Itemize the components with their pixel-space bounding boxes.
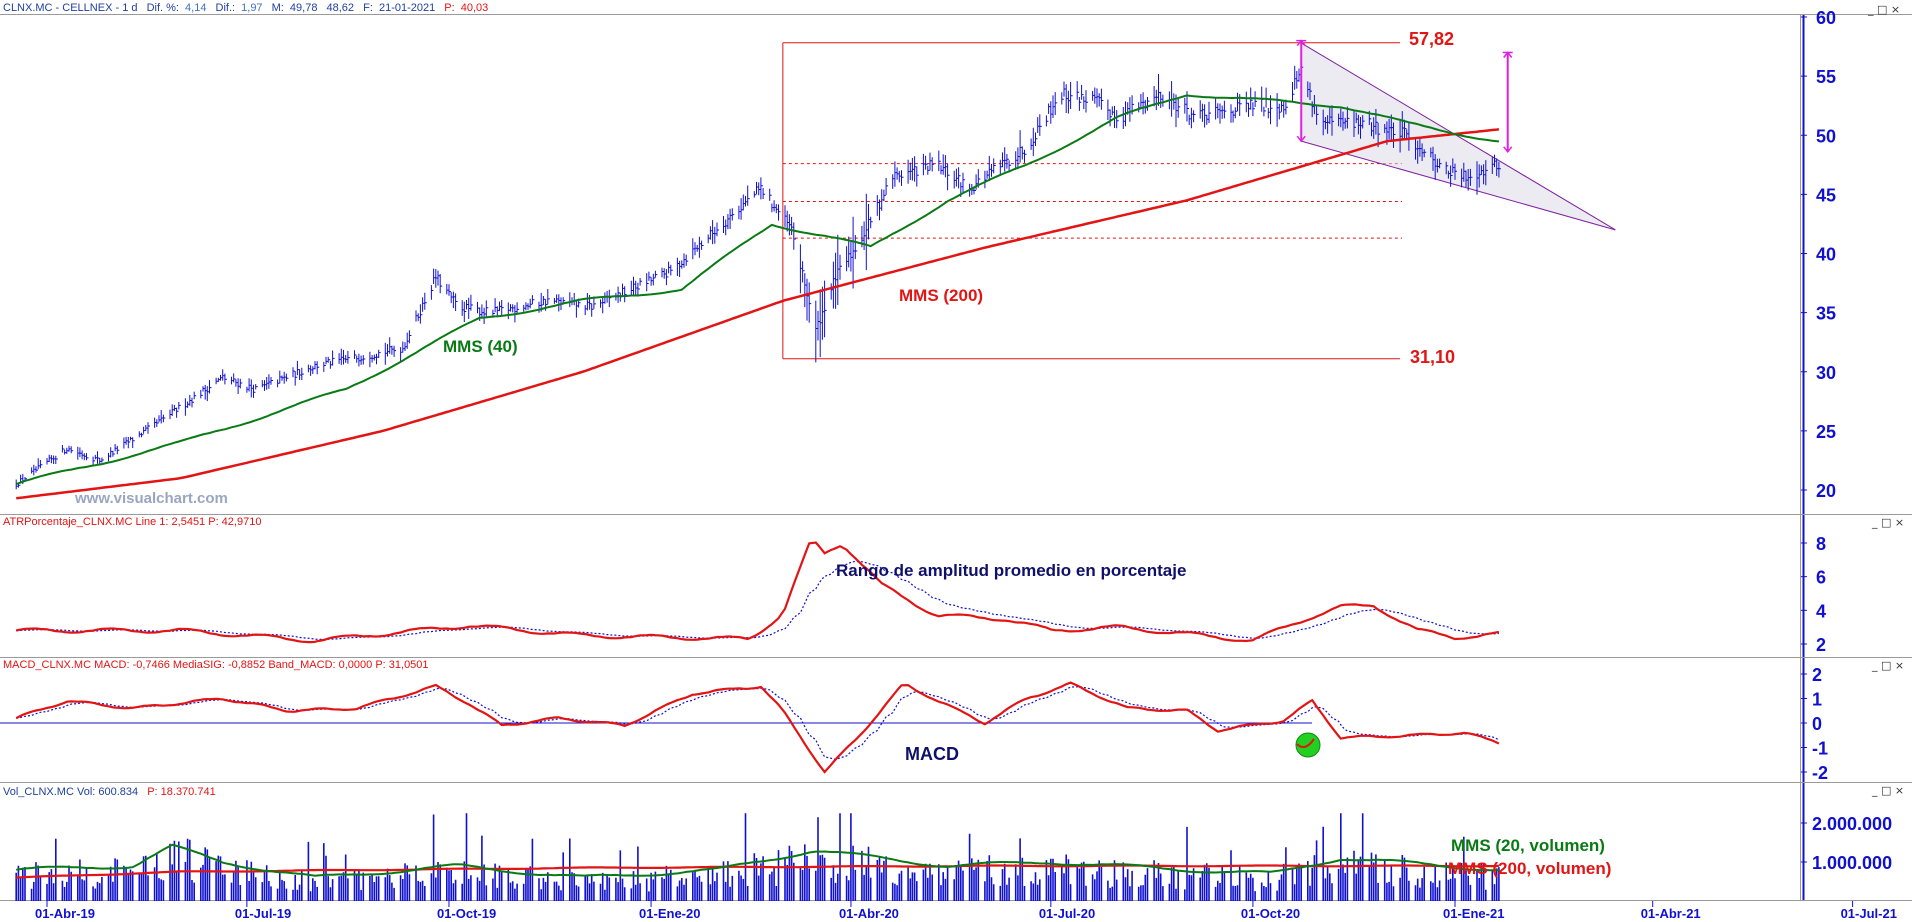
window-buttons-vol[interactable]: _ □ × xyxy=(1871,784,1904,797)
x-tick-label: 01-Jul-19 xyxy=(235,906,291,921)
mms40-line xyxy=(15,94,1499,486)
vol-header-p: P: 18.370.741 xyxy=(147,786,216,798)
header-dif: 1,97 xyxy=(241,2,262,14)
price-y-tick-label: 40 xyxy=(1816,245,1836,265)
wedge-upper-line xyxy=(1300,42,1616,231)
x-tick-label: 01-Abr-19 xyxy=(35,906,95,921)
volume-y-tick-label: 1.000.000 xyxy=(1812,853,1892,873)
header-m: 49,78 xyxy=(290,2,318,14)
mms200-label: MMS (200) xyxy=(899,286,983,305)
x-tick-label: 01-Abr-21 xyxy=(1641,906,1701,921)
vol-header: Vol_CLNX.MC Vol: 600.834 P: 18.370.741 xyxy=(3,786,216,798)
atr-signal-line xyxy=(16,560,1499,640)
volume-bars xyxy=(15,813,1500,901)
header-tf: 1 d xyxy=(122,2,137,14)
price-y-tick-label: 35 xyxy=(1816,304,1836,324)
header-dif-label: Dif.: xyxy=(216,2,236,14)
x-tick-label: 01-Oct-20 xyxy=(1241,906,1300,921)
macd-y-tick-label: 0 xyxy=(1812,714,1822,734)
price-y-tick-label: 25 xyxy=(1816,422,1836,442)
price-y-tick-label: 30 xyxy=(1816,363,1836,383)
volume-mms20-line xyxy=(16,843,1499,877)
mms40-label: MMS (40) xyxy=(443,337,518,356)
wedge-lower-line xyxy=(1301,140,1616,231)
header-date: 21-01-2021 xyxy=(379,2,435,14)
volume-y-tick-label: 2.000.000 xyxy=(1812,814,1892,834)
price-y-tick-label: 45 xyxy=(1816,185,1836,205)
x-tick-label: 01-Ene-20 xyxy=(639,906,700,921)
vol-mms200-label: MMS (200, volumen) xyxy=(1448,859,1611,878)
macd-highlight-curve xyxy=(1296,738,1315,749)
price-moving-averages xyxy=(15,39,1513,500)
header-symbol: CLNX.MC - CELLNEX - xyxy=(3,2,122,14)
x-tick-label: 01-Jul-21 xyxy=(1841,906,1897,921)
header-p: 40,03 xyxy=(461,2,489,14)
header-date-label: F: xyxy=(363,2,373,14)
header-bar xyxy=(0,0,1912,14)
atr-panel: 2 4 6 8 xyxy=(15,515,1826,657)
vol-header-name: Vol_CLNX.MC Vol: 600.834 xyxy=(3,786,138,798)
level-high-label: 57,82 xyxy=(1409,29,1454,49)
price-overlay xyxy=(782,42,1616,360)
window-buttons-price[interactable]: _ □ × xyxy=(1867,3,1900,16)
x-tick-label: 01-Ene-21 xyxy=(1443,906,1504,921)
macd-header: MACD_CLNX.MC MACD: -0,7466 MediaSIG: -0,… xyxy=(3,659,429,671)
x-tick-label: 01-Oct-19 xyxy=(437,906,496,921)
window-buttons-atr[interactable]: _ □ × xyxy=(1871,516,1904,529)
macd-line xyxy=(15,681,1500,774)
price-y-tick-label: 50 xyxy=(1816,126,1836,146)
macd-y-tick-label: 2 xyxy=(1812,665,1822,685)
header-text: CLNX.MC - CELLNEX - 1 d Dif. %: 4,14 Dif… xyxy=(3,2,488,14)
price-y-tick-label: 55 xyxy=(1816,67,1836,87)
volume-panel: 1.000.000 2.000.000 xyxy=(15,783,1892,901)
price-y-tick-label: 20 xyxy=(1816,481,1836,501)
atr-y-tick-label: 6 xyxy=(1816,568,1826,588)
atr-y-tick-label: 4 xyxy=(1816,601,1826,621)
macd-label: MACD xyxy=(905,744,959,764)
window-buttons-macd[interactable]: _ □ × xyxy=(1871,659,1904,672)
macd-y-tick-label: 1 xyxy=(1812,690,1822,710)
watermark: www.visualchart.com xyxy=(74,490,228,507)
atr-y-tick-label: 2 xyxy=(1816,635,1826,655)
header-difpct-label: Dif. %: xyxy=(147,2,179,14)
x-tick-label: 01-Abr-20 xyxy=(839,906,899,921)
atr-label: Rango de amplitud promedio en porcentaje xyxy=(836,561,1186,580)
x-axis: 01-Abr-19 01-Jul-19 01-Oct-19 01-Ene-20 01-A… xyxy=(35,901,1897,921)
header-m-label: M: xyxy=(272,2,284,14)
vol-mms20-label: MMS (20, volumen) xyxy=(1451,836,1605,855)
atr-header: ATRPorcentaje_CLNX.MC Line 1: 2,5451 P: … xyxy=(3,516,261,528)
level-low-label: 31,10 xyxy=(1410,347,1455,367)
macd-y-tick-label: -2 xyxy=(1812,763,1828,783)
panel-frames xyxy=(0,14,1912,901)
price-y-axis: 20 25 30 35 40 45 50 55 60 xyxy=(1801,8,1836,514)
atr-y-tick-label: 8 xyxy=(1816,534,1826,554)
atr-line xyxy=(15,541,1500,644)
header-difpct: 4,14 xyxy=(185,2,206,14)
macd-panel: -2 -1 0 1 2 xyxy=(0,658,1828,783)
header-p-label: P: xyxy=(444,2,454,14)
mms200-line xyxy=(16,128,1500,500)
header-m2: 48,62 xyxy=(327,2,355,14)
macd-y-tick-label: -1 xyxy=(1812,739,1828,759)
x-tick-label: 01-Jul-20 xyxy=(1039,906,1095,921)
price-y-tick-label: 60 xyxy=(1816,8,1836,28)
